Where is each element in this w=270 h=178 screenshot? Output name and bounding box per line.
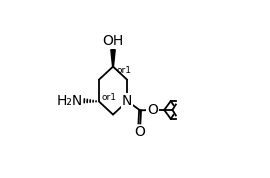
Text: N: N — [122, 95, 132, 108]
Text: OH: OH — [102, 34, 124, 48]
Text: or1: or1 — [117, 66, 132, 75]
Text: O: O — [134, 125, 145, 139]
Text: H₂N: H₂N — [56, 94, 83, 108]
Text: or1: or1 — [102, 93, 117, 102]
Polygon shape — [111, 50, 115, 67]
Text: O: O — [147, 103, 158, 117]
